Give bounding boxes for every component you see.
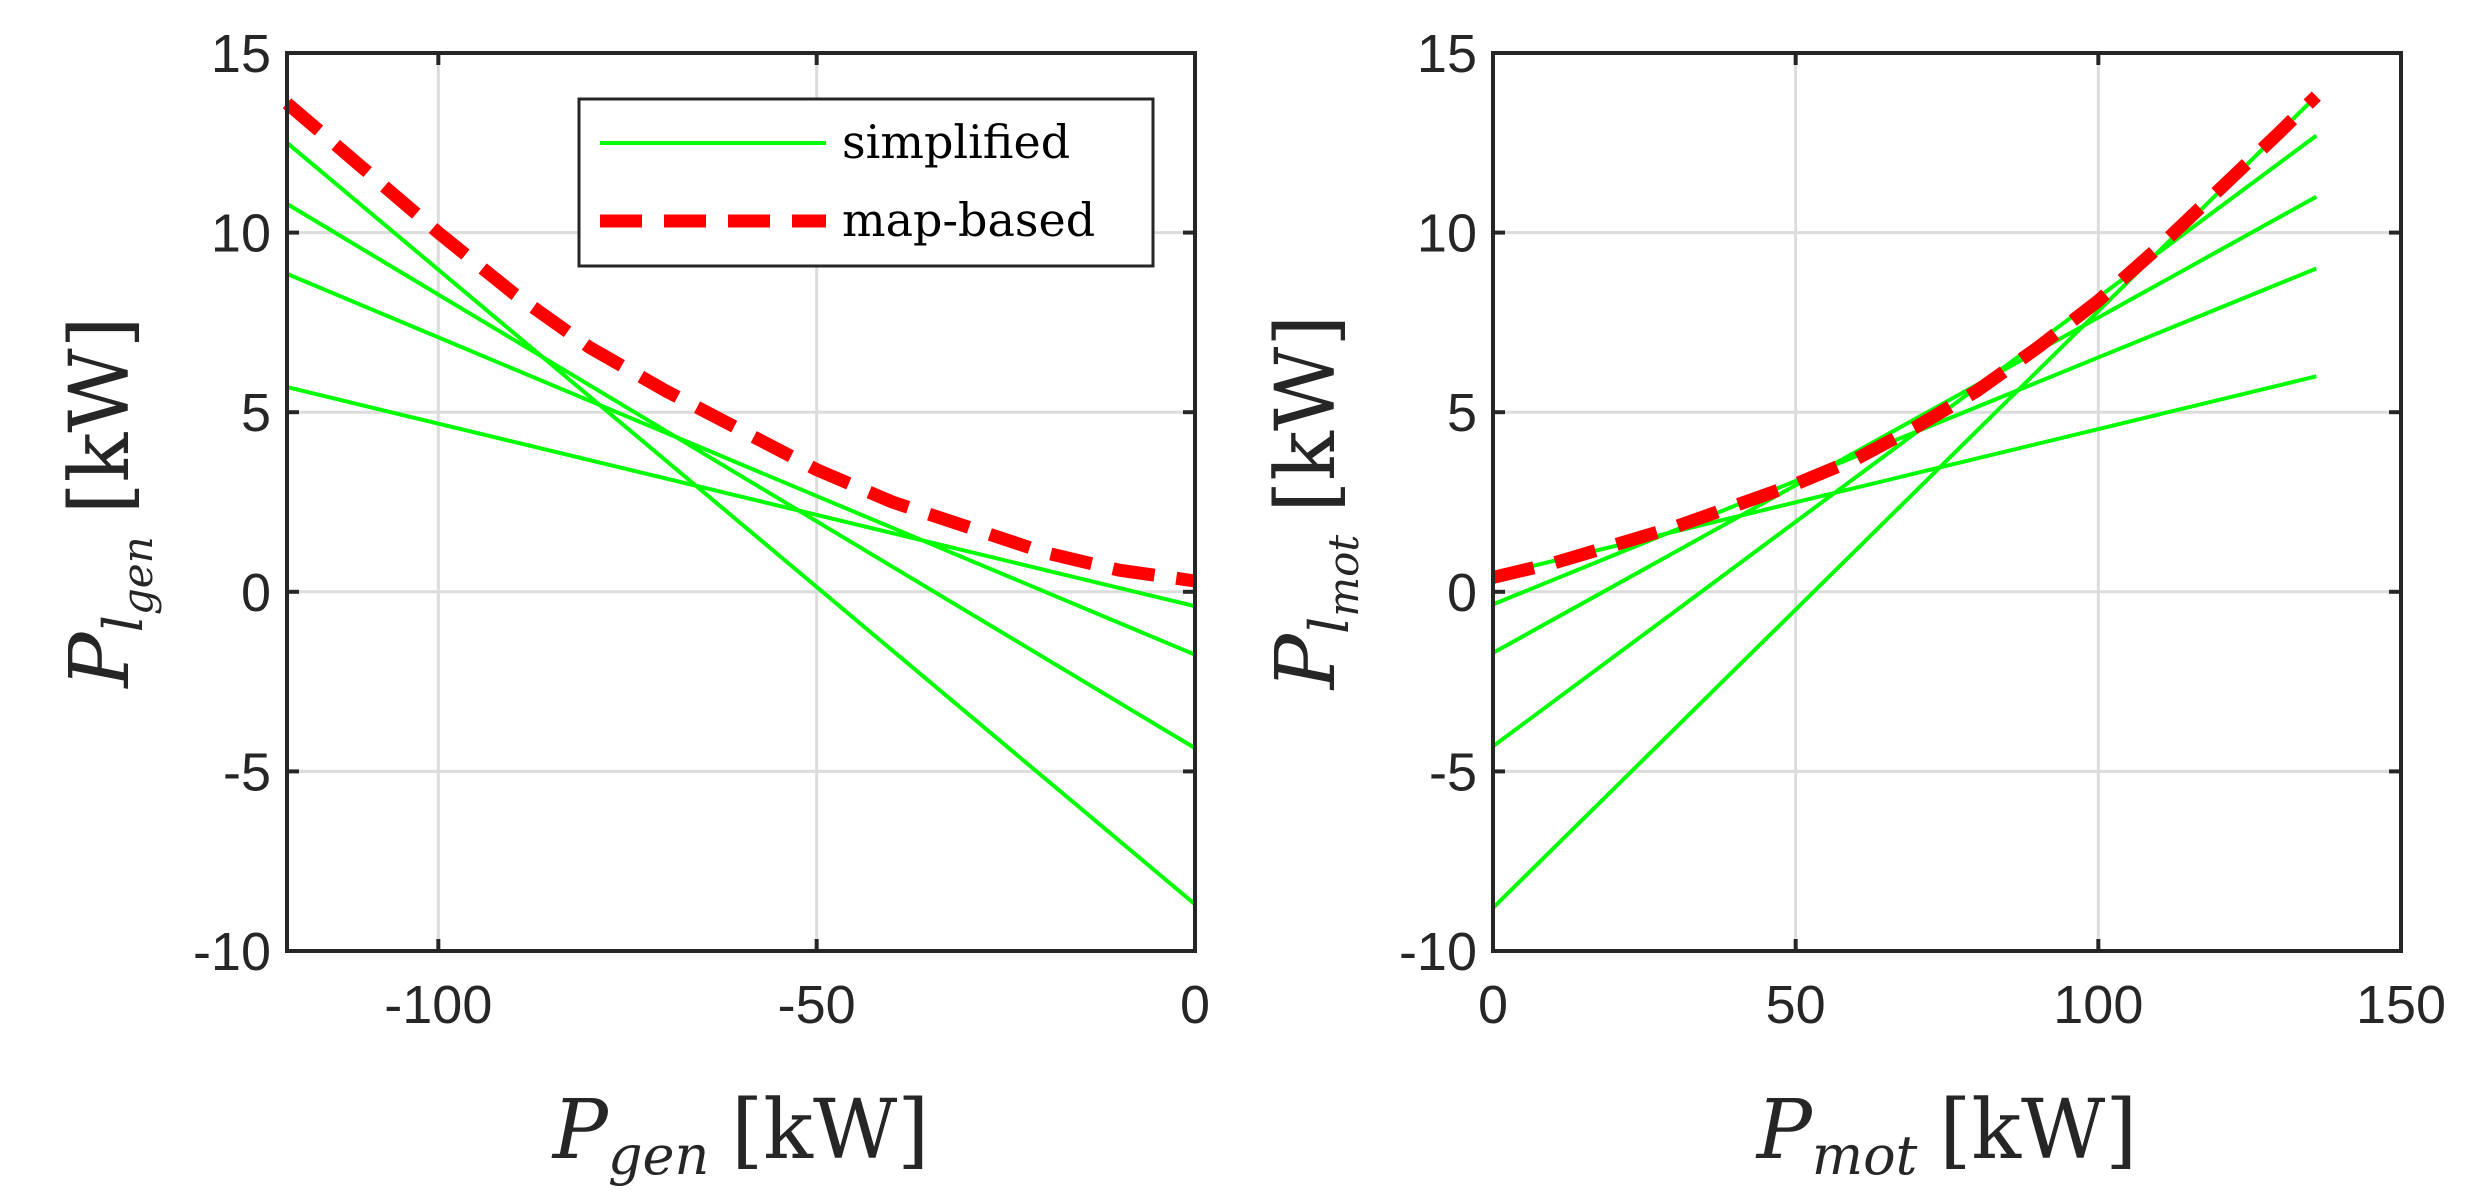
generator-x-tick-label: 0	[1180, 975, 1210, 1035]
generator-x-axis-label: Pgen [kW]	[551, 1083, 929, 1187]
motor-x-tick-label: 100	[2053, 975, 2143, 1035]
motor-y-tick-label: -10	[1399, 922, 1477, 982]
motor-x-axis-label: Pmot [kW]	[1755, 1083, 2138, 1187]
legend: simplified map-based	[577, 97, 1155, 268]
generator-y-tick-label: -10	[193, 922, 271, 982]
motor-ticks: 0 50 100 150 -10 -5 0 5 10 15	[1399, 24, 2446, 1035]
generator-series	[282, 98, 1197, 906]
legend-box	[577, 97, 1155, 268]
motor-y-axis-label: Plmot[kW]	[1259, 315, 1368, 691]
motor-y-tick-label: 0	[1447, 563, 1477, 623]
motor-panel: 0 50 100 150 -10 -5 0 5 10 15 Pmot [kW] Plmot[kW]	[1259, 24, 2446, 1187]
generator-y-tick-label: 10	[211, 204, 271, 264]
motor-simplified-line	[1492, 266, 2318, 607]
generator-y-tick-label: 15	[211, 24, 271, 84]
generator-simplified-line	[286, 385, 1196, 609]
legend-simplified-label: simplified	[842, 115, 1070, 169]
generator-x-tick-label: -100	[384, 975, 492, 1035]
legend-map-based-label: map-based	[842, 193, 1095, 247]
motor-series	[1491, 91, 2321, 910]
motor-simplified-line	[1491, 133, 2318, 748]
motor-simplified-line	[1492, 194, 2318, 655]
generator-y-tick-label: -5	[223, 742, 271, 802]
generator-simplified-line	[285, 202, 1197, 750]
motor-map-based-line	[1491, 91, 2321, 584]
generator-y-tick-label: 5	[241, 383, 271, 443]
motor-y-tick-label: 5	[1447, 383, 1477, 443]
motor-x-tick-label: 150	[2356, 975, 2446, 1035]
generator-axes-box	[285, 51, 1197, 953]
motor-x-tick-label: 0	[1478, 975, 1508, 1035]
generator-y-tick-label: 0	[241, 563, 271, 623]
motor-y-tick-label: 10	[1417, 204, 1477, 264]
generator-x-tick-label: -50	[778, 975, 856, 1035]
motor-x-tick-label: 50	[1766, 975, 1826, 1035]
motor-axes-box	[1491, 51, 2403, 953]
generator-simplified-line	[285, 141, 1197, 906]
generator-map-based-line	[282, 98, 1196, 588]
motor-y-tick-label: 15	[1417, 24, 1477, 84]
generator-simplified-line	[286, 272, 1196, 657]
motor-y-tick-label: -5	[1429, 742, 1477, 802]
generator-y-axis-label: Plgen[kW]	[53, 316, 162, 689]
